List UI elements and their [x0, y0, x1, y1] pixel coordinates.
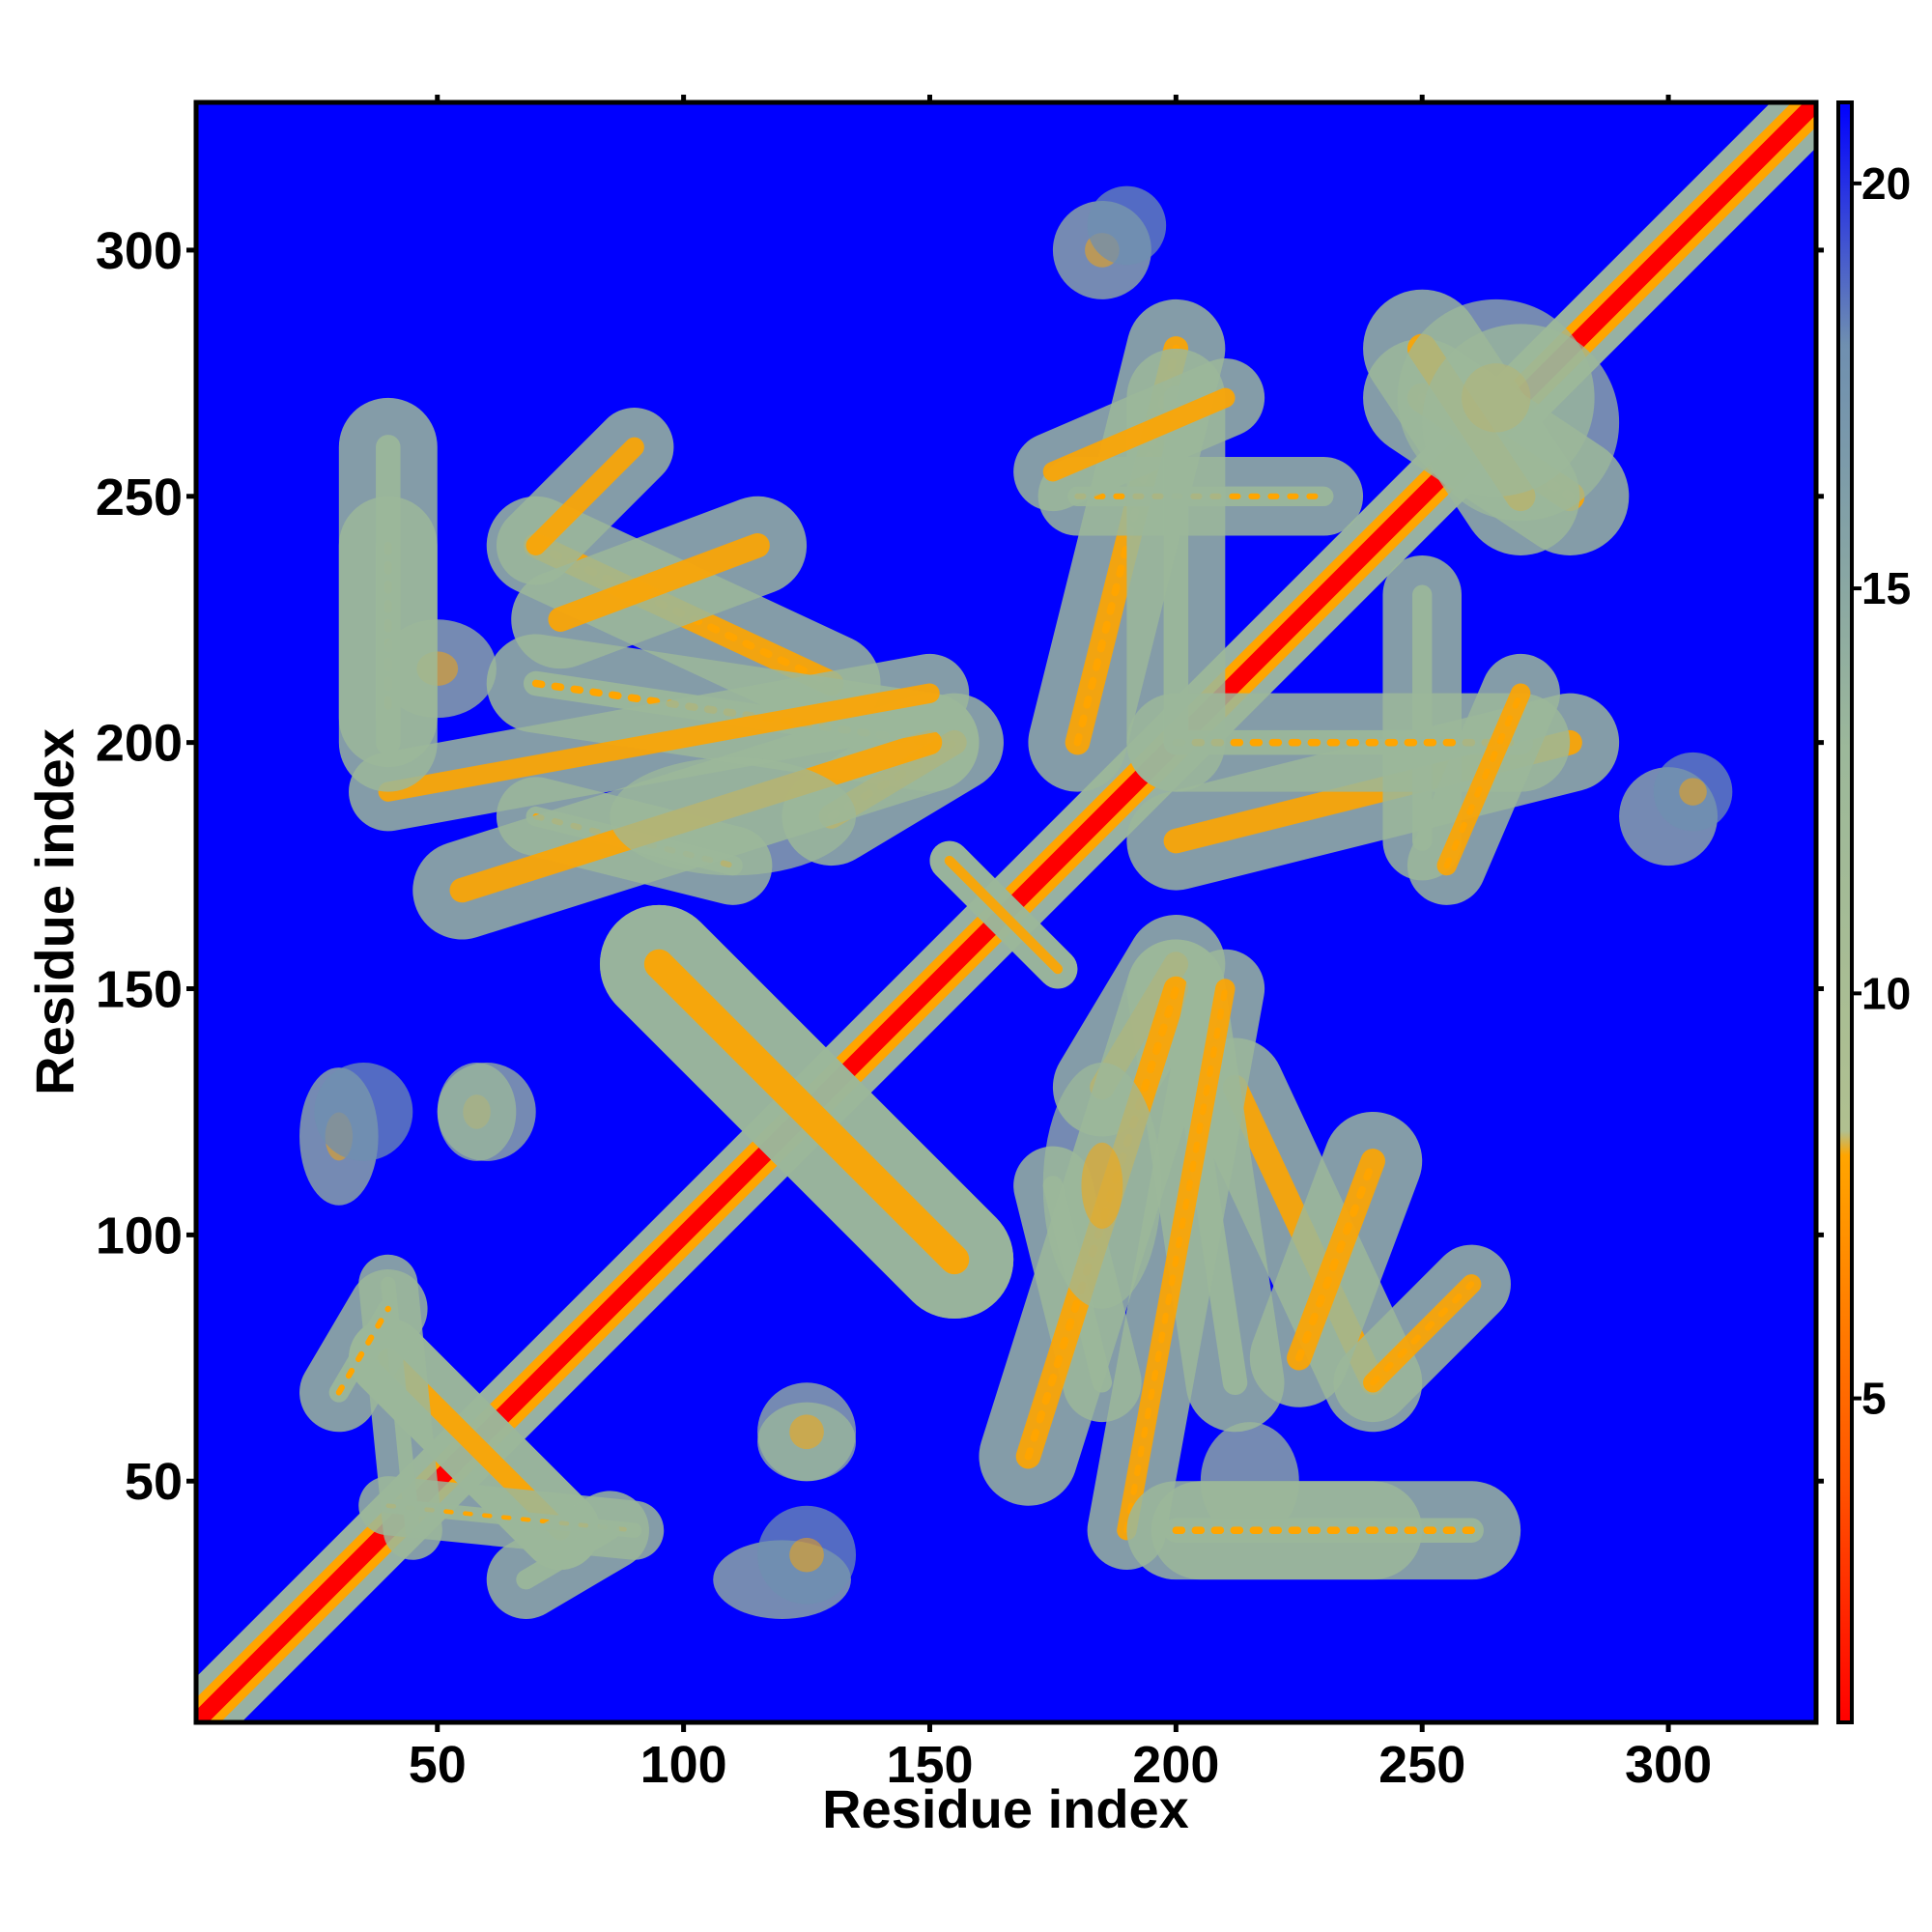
contact-segment-mirror [1042, 387, 1236, 482]
y-tick-label: 200 [96, 715, 183, 773]
colorbar: 5 10 15 20 [1836, 100, 1911, 1724]
contact-segment-mirror [378, 683, 940, 802]
colorbar-tick-label: 5 [1861, 1374, 1887, 1424]
contact-regions [196, 102, 1816, 1722]
x-tick-label: 150 [886, 1736, 973, 1794]
contact-segment-highlight [1024, 984, 1180, 1461]
colorbar-ticks: 5 10 15 20 [1852, 158, 1911, 1424]
x-tick-label: 250 [1378, 1736, 1465, 1794]
contact-blob-mirror [437, 1062, 536, 1161]
contact-blob-mirror [314, 1062, 413, 1161]
contact-blob-mirror [1087, 185, 1167, 266]
contact-segment-mirror [516, 1520, 620, 1590]
contact-segment-highlight [1294, 1157, 1378, 1362]
colorbar-tick-label: 20 [1861, 158, 1911, 209]
contact-blob-core [1081, 1142, 1123, 1229]
x-tick-label: 300 [1625, 1736, 1712, 1794]
contact-segment-mirror [944, 855, 1064, 975]
colorbar-fill [1836, 100, 1854, 1724]
y-axis-label: Residue index [24, 728, 85, 1095]
x-tick-label: 50 [409, 1736, 467, 1794]
contact-segment-mirror [548, 533, 770, 632]
contact-segment-mirror [643, 949, 970, 1275]
x-axis-label: Residue index [822, 1778, 1189, 1839]
y-tick-label: 300 [96, 222, 183, 280]
plot-frame [193, 99, 1819, 1725]
y-tick-label: 150 [96, 961, 183, 1019]
x-tick-label: 200 [1132, 1736, 1219, 1794]
contact-segment-highlight [335, 1305, 391, 1396]
contact-segment-highlight [1370, 1281, 1475, 1386]
y-tick-label: 250 [96, 469, 183, 526]
colorbar-tick-label: 10 [1861, 968, 1911, 1018]
contact-blob-core [1679, 778, 1707, 806]
contact-blob-core [789, 1414, 824, 1450]
y-tick-label: 100 [96, 1207, 183, 1264]
colorbar-tick-label: 15 [1861, 563, 1911, 613]
y-tick-label: 50 [125, 1453, 183, 1511]
contact-segment-mirror [526, 437, 644, 555]
contact-blob-mirror [1422, 324, 1620, 522]
x-tick-label: 100 [640, 1736, 727, 1794]
contact-segment-highlight [1443, 690, 1524, 869]
y-axis: 50 100 150 200 250 300 [96, 222, 1824, 1511]
contact-blob-mirror [610, 756, 857, 876]
heatmap-plot-area [196, 102, 1816, 1722]
contact-segment-highlight [1123, 985, 1229, 1534]
x-axis: 50 100 150 200 250 300 [409, 95, 1712, 1794]
contact-blob-core [789, 1537, 824, 1573]
